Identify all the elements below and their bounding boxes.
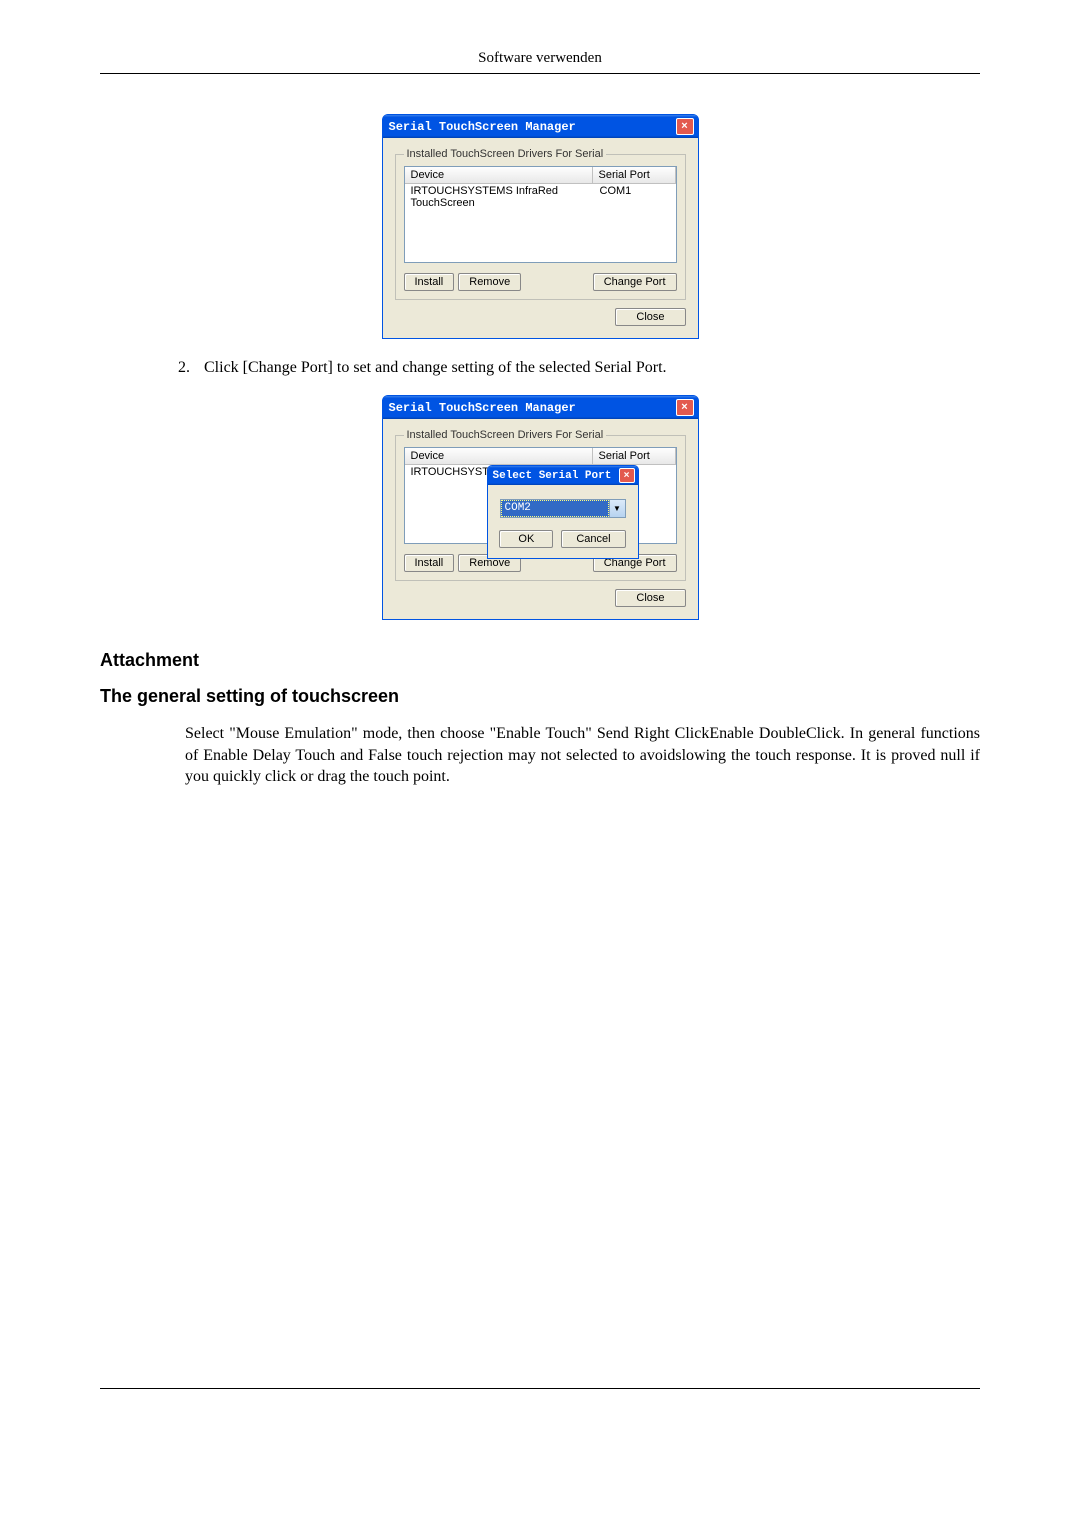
- page-header: Software verwenden: [100, 50, 980, 74]
- close-button[interactable]: Close: [615, 589, 685, 607]
- combo-value: COM2: [501, 500, 609, 517]
- window-title: Serial TouchScreen Manager: [389, 120, 576, 134]
- ok-button[interactable]: OK: [499, 530, 553, 548]
- step-2: 2. Click [Change Port] to set and change…: [160, 359, 980, 377]
- col-port[interactable]: Serial Port: [593, 448, 676, 465]
- footer-rule: [100, 1388, 980, 1389]
- popup-title: Select Serial Port: [493, 470, 612, 482]
- cell-device: IRTOUCHSYSTEMS InfraRed TouchScreen: [405, 184, 594, 210]
- window-title: Serial TouchScreen Manager: [389, 401, 576, 415]
- col-device[interactable]: Device: [405, 448, 593, 465]
- serial-port-combo[interactable]: COM2 ▼: [500, 499, 626, 518]
- manager-window-2: Serial TouchScreen Manager × Installed T…: [382, 395, 699, 620]
- cancel-button[interactable]: Cancel: [561, 530, 625, 548]
- install-button[interactable]: Install: [404, 273, 455, 291]
- heading-attachment: Attachment: [100, 650, 980, 671]
- step-number: 2.: [160, 359, 204, 377]
- close-icon[interactable]: ×: [676, 118, 694, 135]
- titlebar-1: Serial TouchScreen Manager ×: [383, 115, 698, 138]
- drivers-groupbox: Installed TouchScreen Drivers For Serial…: [395, 148, 686, 300]
- col-device[interactable]: Device: [405, 167, 593, 184]
- close-icon[interactable]: ×: [676, 399, 694, 416]
- groupbox-legend: Installed TouchScreen Drivers For Serial: [404, 148, 607, 160]
- list-header: Device Serial Port: [405, 167, 676, 184]
- close-icon[interactable]: ×: [619, 468, 635, 483]
- popup-titlebar: Select Serial Port ×: [488, 466, 638, 485]
- list-row[interactable]: IRTOUCHSYSTEMS InfraRed TouchScreen COM1: [405, 184, 676, 210]
- cell-port: COM1: [594, 184, 676, 210]
- manager-window-1: Serial TouchScreen Manager × Installed T…: [382, 114, 699, 339]
- drivers-list[interactable]: Device Serial Port IRTOUCHSYSTEMS InfraR…: [404, 166, 677, 263]
- list-header: Device Serial Port: [405, 448, 676, 465]
- remove-button[interactable]: Remove: [458, 273, 521, 291]
- install-button[interactable]: Install: [404, 554, 455, 572]
- change-port-button[interactable]: Change Port: [593, 273, 677, 291]
- heading-general-setting: The general setting of touchscreen: [100, 686, 980, 707]
- titlebar-2: Serial TouchScreen Manager ×: [383, 396, 698, 419]
- select-port-dialog: Select Serial Port × COM2 ▼ OK Cancel: [487, 465, 639, 559]
- groupbox-legend: Installed TouchScreen Drivers For Serial: [404, 429, 607, 441]
- step-text: Click [Change Port] to set and change se…: [204, 359, 980, 377]
- paragraph-general-setting: Select "Mouse Emulation" mode, then choo…: [185, 723, 980, 788]
- chevron-down-icon[interactable]: ▼: [609, 500, 625, 517]
- col-port[interactable]: Serial Port: [593, 167, 676, 184]
- close-button[interactable]: Close: [615, 308, 685, 326]
